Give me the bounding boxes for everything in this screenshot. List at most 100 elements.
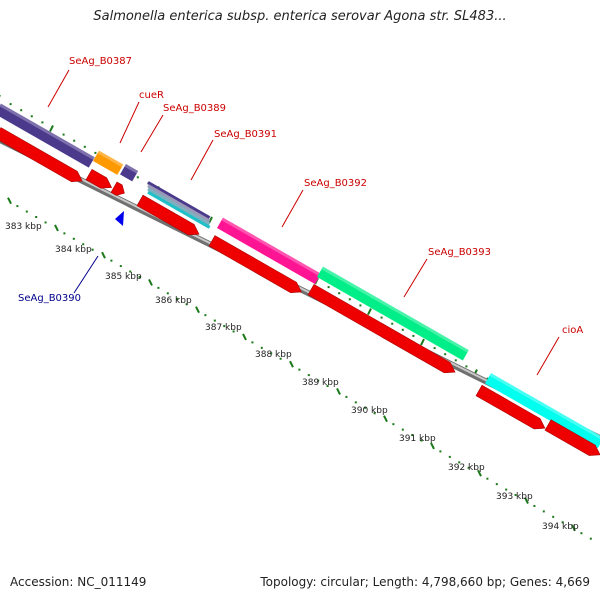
inner-minor-tick <box>82 243 85 246</box>
inner-minor-tick <box>317 379 320 382</box>
outer-major-tick <box>49 125 54 132</box>
outer-major-tick <box>208 216 213 224</box>
inner-minor-tick <box>35 215 38 218</box>
gene-bar-shine <box>0 103 95 160</box>
inner-minor-tick <box>110 259 113 262</box>
outer-minor-tick <box>444 353 447 356</box>
inner-minor-tick <box>232 330 235 333</box>
inner-minor-tick <box>279 357 282 360</box>
inner-minor-tick <box>138 275 141 278</box>
label-leader <box>140 114 164 153</box>
inner-minor-tick <box>16 205 19 208</box>
inner-major-tick <box>54 224 59 232</box>
label-leader <box>403 258 428 298</box>
inner-minor-tick <box>589 537 592 540</box>
inner-minor-tick <box>166 292 169 295</box>
inner-minor-tick <box>345 395 348 398</box>
inner-minor-tick <box>505 488 508 491</box>
inner-minor-tick <box>514 494 517 497</box>
gene-bar-shine <box>221 217 322 277</box>
gene-bar-shine <box>124 163 139 174</box>
inner-major-tick <box>477 469 482 477</box>
ruler-label: 388 kbp <box>255 350 292 360</box>
ruler-label: 391 kbp <box>399 434 436 444</box>
inner-minor-tick <box>185 303 188 306</box>
label-leader <box>47 69 70 108</box>
cds-arrow <box>85 168 113 189</box>
feature-track <box>0 103 600 449</box>
ruler-label: 386 kbp <box>155 296 192 306</box>
inner-minor-tick <box>223 325 226 328</box>
outer-minor-tick <box>20 109 23 112</box>
inner-major-tick <box>7 197 12 205</box>
outer-minor-tick <box>380 316 383 319</box>
inner-minor-tick <box>44 221 47 224</box>
gene-labels: SeAg_B0387 cueR SeAg_B0389 SeAg_B0390 SeAg_B… <box>18 56 583 336</box>
outer-minor-tick <box>412 334 415 337</box>
inner-minor-tick <box>25 210 28 213</box>
ruler-label: 387 kbp <box>205 323 242 333</box>
label-leader <box>281 189 304 228</box>
gene-label: SeAg_B0393 <box>428 247 491 258</box>
outer-minor-tick <box>41 121 44 124</box>
outer-minor-tick <box>9 103 12 106</box>
inner-major-tick <box>148 278 153 286</box>
inner-major-tick <box>289 360 294 368</box>
outer-minor-tick <box>433 347 436 350</box>
inner-minor-tick <box>72 237 75 240</box>
inner-minor-tick <box>411 434 414 437</box>
inner-minor-tick <box>495 483 498 486</box>
ruler-label: 384 kbp <box>55 245 92 255</box>
inner-major-tick <box>101 251 106 259</box>
outer-minor-tick <box>391 322 394 325</box>
gene-bar <box>120 163 139 182</box>
inner-minor-tick <box>326 385 329 388</box>
gene-bar-shine <box>97 150 124 168</box>
gene-bar-stacked <box>147 184 211 223</box>
inner-tick-ring <box>7 197 592 540</box>
outer-minor-tick <box>83 145 86 148</box>
gene-label: SeAg_B0389 <box>163 103 226 114</box>
gene-label: SeAg_B0391 <box>214 129 277 140</box>
cds-arrow <box>475 384 546 430</box>
inner-minor-tick <box>298 368 301 371</box>
inner-minor-tick <box>448 455 451 458</box>
ruler-labels: 383 kbp 384 kbp 385 kbp 386 kbp 387 kbp 388 k… <box>5 222 579 532</box>
inner-minor-tick <box>561 521 564 524</box>
inner-minor-tick <box>176 297 179 300</box>
inner-minor-tick <box>270 352 273 355</box>
cds-arrow <box>208 235 302 294</box>
ruler-label: 385 kbp <box>105 272 142 282</box>
outer-minor-tick <box>465 365 468 368</box>
cds-arrow <box>307 283 456 374</box>
inner-minor-tick <box>392 423 395 426</box>
gene-bar-stacked <box>147 187 211 226</box>
gene-label: cioA <box>562 325 583 336</box>
inner-minor-tick <box>91 248 94 251</box>
gene-label: SeAg_B0390 <box>18 293 81 304</box>
ruler-label: 394 kbp <box>542 522 579 532</box>
outer-major-tick <box>420 338 425 346</box>
inner-minor-tick <box>552 515 555 518</box>
ruler-label: 383 kbp <box>5 222 42 232</box>
gene-bar <box>217 217 322 285</box>
inner-minor-tick <box>63 232 66 235</box>
outer-minor-tick <box>94 151 97 154</box>
gene-bar-shine <box>321 266 469 353</box>
gene-label: SeAg_B0392 <box>304 178 367 189</box>
outer-minor-tick <box>486 377 489 380</box>
genome-summary: Topology: circular; Length: 4,798,660 bp… <box>260 575 590 589</box>
inner-minor-tick <box>533 504 536 507</box>
map-title: Salmonella enterica subsp. enterica sero… <box>93 9 507 24</box>
inner-minor-tick <box>251 341 254 344</box>
inner-major-tick <box>195 306 200 314</box>
outer-major-tick <box>367 308 372 315</box>
outer-minor-tick <box>30 115 33 118</box>
outer-minor-tick <box>327 286 330 289</box>
inner-major-tick <box>524 497 529 504</box>
inner-major-tick <box>430 442 435 450</box>
gene-bar-stacked <box>147 190 211 229</box>
inner-minor-tick <box>420 439 423 442</box>
outer-minor-tick <box>401 328 404 331</box>
gene-label: cueR <box>139 90 164 101</box>
